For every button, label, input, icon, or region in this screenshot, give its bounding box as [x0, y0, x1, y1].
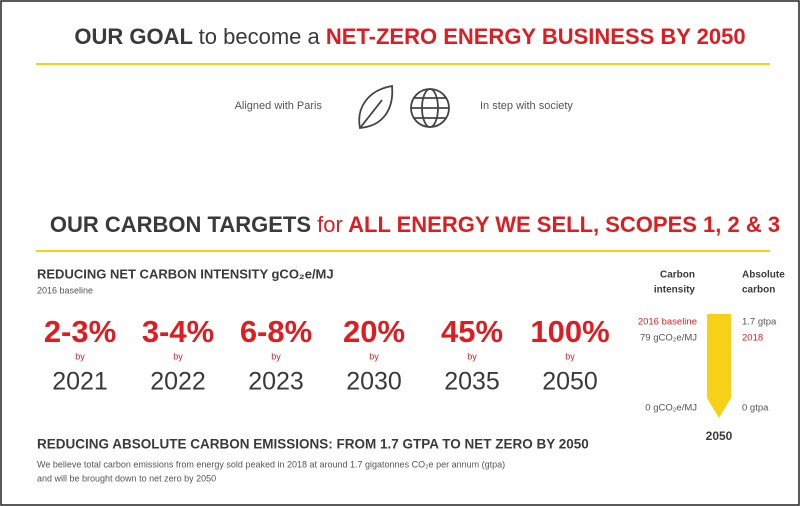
targets-highlight: ALL ENERGY WE SELL, SCOPES 1, 2 & 3 [348, 212, 780, 237]
emissions-body: We believe total carbon emissions from e… [37, 459, 505, 469]
targets-lead: OUR CARBON TARGETS [50, 212, 311, 237]
target-by: by [467, 351, 477, 361]
column-header: Carbon [660, 270, 695, 281]
target-year: 2030 [346, 368, 402, 396]
target-year: 2021 [52, 368, 108, 396]
leaf-icon [358, 84, 394, 129]
target-reduction: 100% [530, 314, 609, 349]
intensity-title: REDUCING NET CARBON INTENSITY gCO₂e/MJ [37, 266, 334, 281]
targets-middle: for [317, 212, 343, 237]
target-year: 2035 [444, 368, 500, 396]
target-reduction: 3-4% [142, 314, 214, 349]
baseline-label: 2016 baseline [638, 317, 697, 328]
target-year: 2022 [150, 368, 206, 396]
target-by: by [565, 351, 575, 361]
absolute-year: 2018 [742, 333, 763, 344]
goal-highlight: NET-ZERO ENERGY BUSINESS BY 2050 [326, 24, 746, 49]
intensity-note: 2016 baseline [37, 285, 93, 295]
globe-icon [410, 88, 450, 128]
reduction-arrow [707, 314, 731, 418]
target-year: 2023 [248, 368, 304, 396]
column-header: carbon [742, 285, 775, 296]
target-reduction: 20% [343, 314, 405, 349]
baseline-value: 79 gCO₂e/MJ [640, 333, 697, 344]
emissions-body: and will be brought down to net zero by … [37, 473, 216, 483]
alignment-text: Aligned with Paris [235, 100, 323, 112]
goal-lead: OUR GOAL [74, 24, 192, 49]
target-reduction: 2-3% [44, 314, 116, 349]
target-year: 2050 [542, 368, 598, 396]
targets-heading: OUR CARBON TARGETS for ALL ENERGY WE SEL… [50, 212, 780, 237]
end-year: 2050 [706, 429, 733, 443]
target-reduction: 6-8% [240, 314, 312, 349]
goal-heading: OUR GOAL to become a NET-ZERO ENERGY BUS… [74, 24, 745, 49]
target-by: by [271, 351, 281, 361]
alignment-text: In step with society [480, 100, 573, 112]
target-by: by [173, 351, 183, 361]
emissions-title: REDUCING ABSOLUTE CARBON EMISSIONS: FROM… [37, 437, 589, 452]
targets: 2-3% by 2021 3-4% by 2022 6-8% by 2023 20% by 2030 4… [44, 314, 610, 395]
target-reduction: 45% [441, 314, 503, 349]
absolute-end: 0 gtpa [742, 403, 769, 414]
goal-middle: to become a [199, 24, 321, 49]
absolute-value: 1.7 gtpa [742, 317, 777, 328]
target-by: by [369, 351, 379, 361]
column-header: intensity [654, 285, 696, 296]
target-by: by [75, 351, 85, 361]
column-header: Absolute [742, 270, 785, 281]
intensity-end: 0 gCO₂e/MJ [645, 403, 697, 414]
